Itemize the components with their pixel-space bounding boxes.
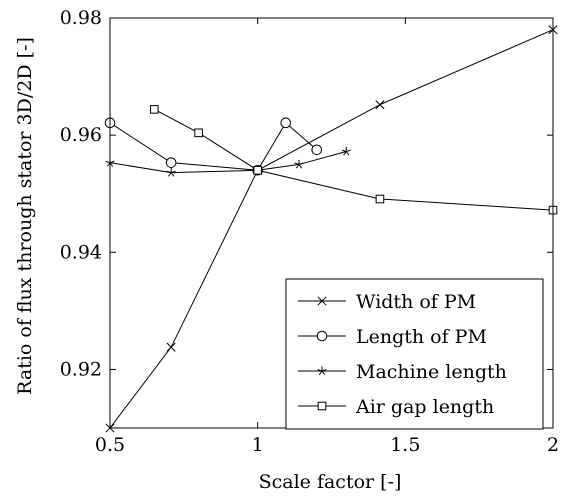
x-axis-label: Scale factor [-] (259, 471, 402, 493)
plot-area (104, 25, 558, 433)
legend-marker (316, 330, 328, 342)
series-line-air-gap-length (154, 108, 554, 211)
y-tick-label: 0.92 (60, 358, 102, 380)
y-tick-label: 0.98 (60, 7, 102, 29)
legend-marker (317, 401, 327, 411)
legend-label: Air gap length (355, 396, 494, 418)
legend-label: Width of PM (356, 291, 476, 313)
data-point (294, 159, 304, 169)
y-axis-label: Ratio of flux through stator 3D/2D [-] (14, 37, 36, 395)
legend-box (285, 278, 544, 430)
data-point (165, 157, 177, 168)
data-point (253, 165, 262, 175)
series-length-of-pm (104, 117, 323, 176)
legend-entry-length-of-pm: Length of PM (298, 326, 487, 348)
y-tick-label: 0.94 (60, 241, 102, 263)
data-point (194, 128, 203, 138)
series-line-length-of-pm (109, 122, 318, 171)
data-point (150, 105, 159, 114)
y-tick-label: 0.96 (60, 124, 102, 146)
legend-marker (317, 366, 327, 376)
axes: 0.5 1 1.5 2 0.92 0.94 0.96 0.98 (60, 7, 559, 456)
data-point (375, 194, 385, 204)
series-line-machine-length (109, 151, 347, 174)
series-air-gap-length (150, 105, 558, 215)
legend-label: Machine length (356, 361, 507, 383)
x-tick-label: 0.5 (95, 434, 125, 456)
legend: Width of PM Length of PM Machine length Air… (285, 278, 544, 430)
data-point (166, 342, 176, 352)
legend-entry-machine-length: Machine length (298, 361, 507, 383)
data-point (280, 117, 292, 129)
x-tick-label: 1.5 (390, 434, 420, 456)
legend-marker (317, 296, 327, 306)
legend-entry-width-of-pm: Width of PM (298, 291, 476, 313)
data-point (311, 144, 323, 156)
legend-label: Length of PM (356, 326, 487, 348)
data-point (166, 168, 176, 177)
data-point (375, 100, 385, 110)
x-tick-label: 1 (252, 434, 264, 456)
x-tick-label: 2 (547, 434, 559, 456)
legend-entry-air-gap-length: Air gap length (298, 396, 494, 418)
data-point (341, 146, 351, 156)
